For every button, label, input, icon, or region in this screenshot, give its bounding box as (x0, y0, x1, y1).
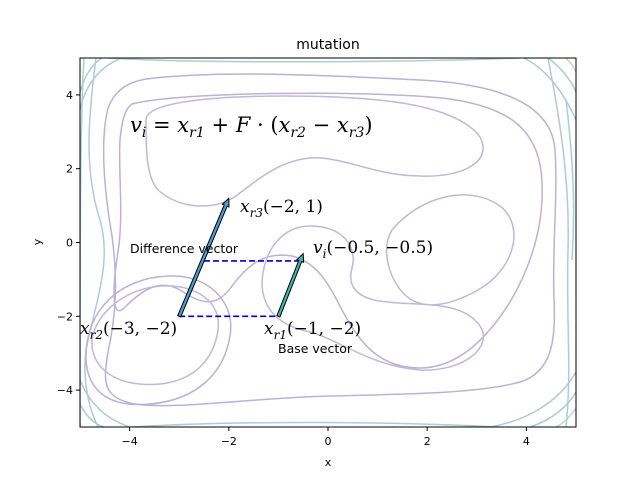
y-axis: −4 −2 0 2 4 (57, 89, 80, 397)
y-tick-label: 4 (66, 89, 73, 102)
contour-left-basin (91, 285, 220, 386)
contour-left-basin-outer (85, 275, 232, 406)
contour-upper-lobe (145, 95, 484, 207)
contour-top-right-1 (523, 58, 576, 121)
contour-center-basin (261, 225, 485, 371)
annotation-difference-vector: Difference vector (130, 241, 239, 256)
point-label-v-i: vi(−0.5, −0.5) (313, 238, 433, 261)
contour-top-band (107, 58, 521, 63)
y-tick-label: −2 (57, 310, 73, 323)
contour-bottom-right-3 (555, 407, 576, 427)
contour-bottom-left-1 (80, 379, 131, 427)
y-tick-label: −4 (57, 384, 73, 397)
contour-right-2 (565, 99, 575, 261)
contour-left-1 (84, 58, 106, 427)
x-tick-label: 2 (424, 435, 431, 448)
x-tick-label: 4 (523, 435, 530, 448)
plot-background (80, 58, 576, 427)
point-label-x-r3: xr3(−2, 1) (240, 197, 323, 220)
contour-lines (80, 58, 576, 427)
contour-right-channel (385, 194, 515, 306)
x-tick-label: 0 (325, 435, 332, 448)
contour-top-right-2 (547, 58, 576, 93)
contour-bottom-right-1 (489, 371, 576, 427)
y-axis-label: y (31, 238, 44, 245)
contour-main-inner (113, 92, 543, 369)
contour-top-left-2 (80, 58, 103, 93)
y-tick-label: 0 (66, 237, 73, 250)
x-axis: −4 −2 0 2 4 (121, 427, 530, 448)
contour-bottom-band (131, 421, 501, 427)
annotation-base-vector: Base vector (278, 341, 353, 356)
plot-area: vi = xr1 + F · (xr2 − xr3) xr3(−2, 1) vi… (79, 57, 577, 428)
x-tick-label: −2 (221, 435, 237, 448)
contour-top-right-3 (565, 58, 576, 73)
contour-main-outer (102, 73, 557, 407)
x-tick-label: −4 (121, 435, 137, 448)
point-label-x-r1: xr1(−1, −2) (264, 319, 361, 342)
y-tick-label: 2 (66, 163, 73, 176)
point-label-x-r2: xr2(−3, −2) (80, 319, 177, 342)
base-vector-arrow (276, 252, 305, 318)
contour-bottom-right-2 (529, 391, 576, 427)
chart-title: mutation (296, 37, 359, 53)
mutation-formula: vi = xr1 + F · (xr2 − xr3) (130, 113, 373, 141)
contour-right-1 (547, 58, 570, 427)
contour-bottom-left-2 (80, 403, 105, 427)
x-axis-label: x (325, 456, 332, 469)
difference-vector-arrow (177, 197, 230, 318)
